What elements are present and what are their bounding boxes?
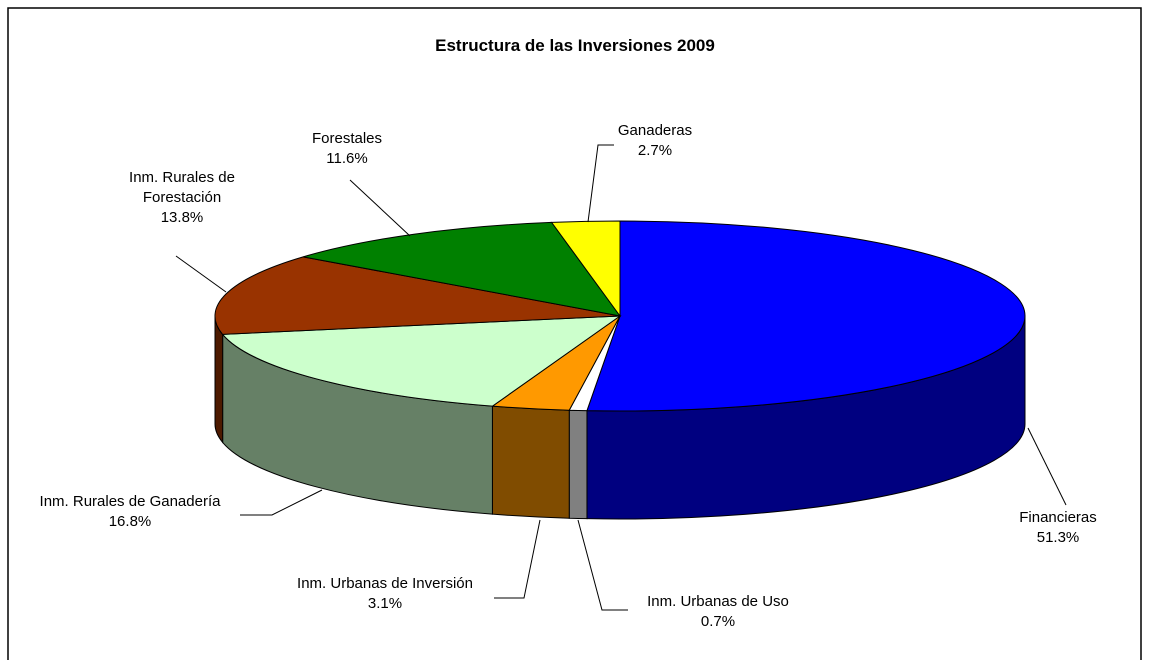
- label-value: 11.6%: [326, 150, 368, 167]
- label-value: 0.7%: [700, 613, 736, 630]
- label-value: 13.8%: [160, 209, 204, 226]
- slice: [550, 220, 621, 318]
- leader-line: [349, 179, 411, 237]
- leader-line: [494, 519, 541, 599]
- label-value: 2.7%: [637, 142, 673, 159]
- slice-side: [491, 405, 570, 519]
- leader-line: [1027, 427, 1067, 506]
- data-label: Inm. Urbanas de Uso 0.7%: [647, 592, 789, 632]
- leader-line: [240, 489, 323, 516]
- data-label: Inm. Rurales de Forestación 13.8%: [107, 168, 257, 228]
- label-value: 51.3%: [1036, 529, 1080, 546]
- label-value: 3.1%: [367, 595, 403, 612]
- label-name: Forestales: [311, 130, 383, 147]
- data-label: Inm. Rurales de Ganadería 16.8%: [40, 492, 221, 532]
- slice-side: [214, 315, 224, 444]
- slice: [586, 220, 1026, 412]
- leader-line: [577, 519, 628, 611]
- label-name: Inm. Urbanas de Inversión: [297, 575, 473, 592]
- label-name: Inm. Rurales de Ganadería: [39, 493, 221, 510]
- label-name: Inm. Urbanas de Uso: [647, 593, 789, 610]
- label-value: 16.8%: [108, 513, 152, 530]
- label-name: Ganaderas: [617, 122, 693, 139]
- frame: [7, 7, 1142, 660]
- data-label: Ganaderas 2.7%: [618, 121, 692, 161]
- leader-line: [587, 144, 614, 223]
- leader-line: [175, 255, 227, 293]
- chart-title: Estructura de las Inversiones 2009: [435, 36, 715, 55]
- slice: [214, 256, 621, 335]
- slice: [221, 315, 622, 407]
- label-name: Financieras: [1019, 509, 1097, 526]
- data-label: Forestales 11.6%: [312, 129, 382, 169]
- slice-side: [568, 409, 588, 520]
- slice: [302, 221, 622, 317]
- data-label: Financieras 51.3%: [1019, 508, 1097, 548]
- data-label: Inm. Urbanas de Inversión 3.1%: [297, 574, 473, 614]
- label-name: Inm. Rurales de Forestación: [129, 169, 235, 206]
